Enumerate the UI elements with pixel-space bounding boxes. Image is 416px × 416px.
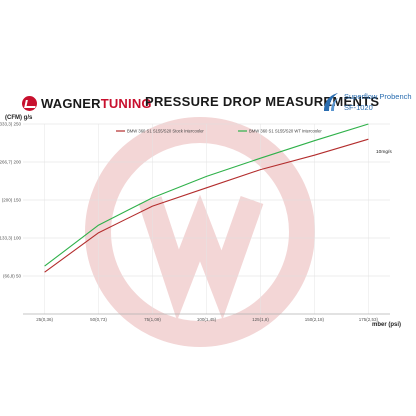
legend-label: BMW 360 S1 S155/S20 WT Intercooler [249, 129, 322, 134]
y-tick-label: (200) 150 [2, 198, 22, 203]
series-lines [44, 123, 369, 273]
pressure-drop-chart: (CFM) g/s (66,8) 50(133,3) 100(200) 150(… [0, 115, 401, 328]
bench-info: Superflow Probench SF-1020 [322, 89, 412, 117]
series-line-2 [44, 123, 369, 267]
y-tick-label: (266,7) 200 [0, 160, 21, 165]
superflow-logo-icon [324, 93, 338, 111]
x-tick-label: 25(0,36) [36, 317, 53, 322]
header: WAGNER TUNING PRESSURE DROP MEASUREMENTS… [0, 84, 416, 120]
x-grid [44, 124, 369, 314]
page-title: PRESSURE DROP MEASUREMENTS [145, 94, 380, 109]
x-tick-label: 50(0,73) [90, 317, 107, 322]
y-tick-label: (66,8) 50 [3, 274, 22, 279]
x-axis-label: mber (psi) [372, 322, 401, 328]
legend-item-2: BMW 360 S1 S155/S20 WT Intercooler [238, 129, 322, 134]
legend-item-1: BMW 360 S1 S155/S20 Stock Intercooler [116, 129, 204, 134]
x-tick-label: 125(1,8) [252, 317, 269, 322]
x-tick-labels: 25(0,36) 50(0,73) 75(1,09) 100(1,45) 125(1,8… [36, 317, 378, 322]
y-axis-label: (CFM) g/s [5, 115, 33, 121]
series-line-1 [44, 138, 369, 273]
x-tick-label: 150(2,18) [305, 317, 325, 322]
brand-logo: WAGNER TUNING [22, 94, 152, 112]
y-tick-label: (333,3) 250 [0, 122, 21, 127]
brand-secondary: TUNING [100, 95, 152, 111]
legend-label: BMW 360 S1 S155/S20 Stock Intercooler [127, 129, 204, 134]
bench-model: SF-1020 [344, 103, 373, 112]
wagner-logo-icon [22, 95, 37, 111]
brand-primary: WAGNER [41, 95, 101, 111]
y-tick-labels: (66,8) 50 (133,3) 100 (200) 150 (266,7) 200… [0, 122, 21, 279]
y-tick-label: (133,3) 100 [0, 236, 21, 241]
bench-name: Superflow Probench [344, 92, 412, 101]
legend: BMW 360 S1 S155/S20 Stock Intercooler BMW… [116, 129, 322, 134]
chart-annotation: 10mg/s [376, 149, 392, 155]
x-tick-label: 175(2,53) [359, 317, 379, 322]
x-tick-label: 75(1,09) [144, 317, 161, 322]
x-tick-label: 100(1,45) [197, 317, 217, 322]
